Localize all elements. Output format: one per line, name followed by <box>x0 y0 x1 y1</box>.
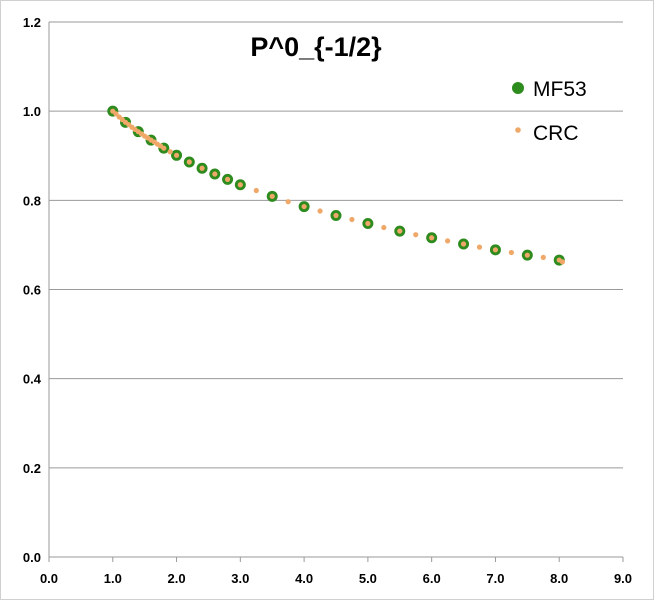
x-tick-label: 0.0 <box>40 571 58 586</box>
legend-label-crc: CRC <box>533 122 579 145</box>
x-tick-label: 2.0 <box>168 571 186 586</box>
x-tick-label: 7.0 <box>486 571 504 586</box>
x-tick-label: 5.0 <box>359 571 377 586</box>
crc-point <box>429 235 435 241</box>
crc-point <box>476 244 483 250</box>
crc-point <box>413 232 419 238</box>
y-tick-label: 0.4 <box>23 372 42 387</box>
data-series <box>107 105 566 266</box>
x-tick-label: 8.0 <box>550 571 568 586</box>
x-tick-label: 9.0 <box>614 571 632 586</box>
crc-point <box>524 252 530 258</box>
crc-point <box>559 259 566 265</box>
crc-point <box>237 182 243 188</box>
legend-marker-crc <box>515 127 521 133</box>
legend-marker-mf53 <box>512 82 524 94</box>
crc-point <box>365 220 371 227</box>
crc-point <box>113 111 119 117</box>
crc-point <box>317 208 323 214</box>
crc-point <box>253 187 259 194</box>
x-tick-label: 1.0 <box>104 571 122 586</box>
crc-point <box>540 254 546 260</box>
crc-point <box>492 247 499 253</box>
crc-point <box>173 152 180 158</box>
crc-point <box>381 224 387 231</box>
crc-point <box>349 216 355 223</box>
y-tick-label: 0.2 <box>23 461 41 476</box>
legend-label-mf53: MF53 <box>533 78 587 101</box>
x-tick-label: 6.0 <box>423 571 441 586</box>
y-tick-label: 1.0 <box>23 104 41 119</box>
crc-point <box>460 241 467 247</box>
y-tick-label: 1.2 <box>23 15 41 30</box>
x-tick-label: 3.0 <box>231 571 249 586</box>
y-tick-label: 0.0 <box>23 550 41 565</box>
crc-point <box>445 238 451 244</box>
crc-point <box>212 171 218 177</box>
chart-title: P^0_{-1/2} <box>250 32 382 62</box>
crc-point <box>508 249 514 256</box>
crc-point <box>301 203 307 210</box>
crc-point <box>161 145 167 151</box>
x-tick-label: 4.0 <box>295 571 313 586</box>
y-tick-label: 0.6 <box>23 283 41 298</box>
crc-point <box>269 193 275 199</box>
axes <box>48 22 624 562</box>
crc-point <box>167 149 173 155</box>
tick-labels: 0.0 0.2 0.4 0.6 0.8 1.0 1.2 0.0 1.0 2.0 3.0 4.0 5.0 6… <box>23 15 632 586</box>
legend: MF53 CRC <box>512 78 587 145</box>
crc-point <box>224 176 231 182</box>
crc-point <box>397 228 403 234</box>
crc-point <box>333 212 339 219</box>
crc-point <box>186 159 192 165</box>
crc-point <box>199 165 205 171</box>
crc-point <box>285 199 291 205</box>
y-tick-label: 0.8 <box>23 193 41 208</box>
gridlines <box>49 21 623 469</box>
